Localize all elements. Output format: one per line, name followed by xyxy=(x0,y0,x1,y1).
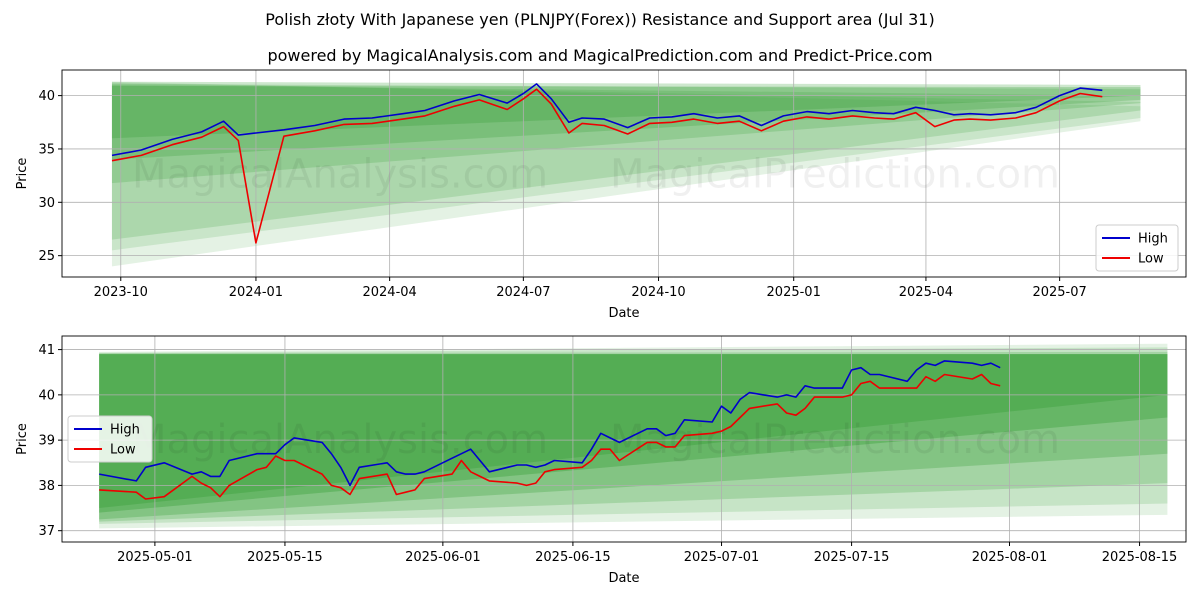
y-tick-label: 25 xyxy=(38,249,55,264)
legend-box xyxy=(1095,224,1179,272)
x-axis-label: Date xyxy=(608,571,639,586)
support-resistance-band xyxy=(111,82,1141,251)
y-tick-label: 37 xyxy=(38,524,55,539)
series-line-high xyxy=(99,360,1001,487)
watermark: MagicalPrediction.com xyxy=(610,152,1060,198)
x-tick-label: 2025-05-01 xyxy=(117,550,193,565)
legend-label-high: High xyxy=(1138,232,1168,247)
x-tick-label: 2025-01 xyxy=(767,285,821,300)
x-tick-label: 2024-10 xyxy=(631,285,685,300)
x-tick-label: 2025-06-15 xyxy=(535,550,611,565)
series-line-low xyxy=(99,373,1001,500)
y-tick-label: 41 xyxy=(38,343,55,358)
plot-frame xyxy=(61,335,1187,543)
support-resistance-band xyxy=(99,354,1168,509)
legend-label-high: High xyxy=(110,423,140,438)
support-resistance-band xyxy=(111,81,1141,267)
watermark: MagicalAnalysis.com xyxy=(132,417,548,463)
support-resistance-band xyxy=(99,351,1168,522)
y-tick-label: 38 xyxy=(38,479,55,494)
y-tick-label: 40 xyxy=(38,89,55,104)
x-tick-label: 2024-04 xyxy=(362,285,416,300)
plot-area: MagicalAnalysis.com MagicalPrediction.com xyxy=(62,70,1186,277)
x-tick-label: 2024-07 xyxy=(496,285,550,300)
legend-box xyxy=(67,415,153,463)
y-tick-label: 35 xyxy=(38,142,55,157)
watermark: MagicalPrediction.com xyxy=(610,417,1060,463)
support-resistance-band xyxy=(111,81,1141,160)
x-tick-label: 2025-05-15 xyxy=(247,550,323,565)
series-line-high xyxy=(111,83,1103,157)
legend: High Low xyxy=(67,415,153,463)
legend: High Low xyxy=(1095,224,1179,272)
x-tick-label: 2025-08-01 xyxy=(972,550,1048,565)
chart-title: Polish złoty With Japanese yen (PLNJPY(F… xyxy=(265,10,935,29)
x-tick-label: 2025-07-15 xyxy=(814,550,890,565)
chart-panel-1: MagicalAnalysis.com MagicalPrediction.com… xyxy=(15,69,1187,321)
legend-label-low: Low xyxy=(1138,252,1164,267)
x-tick-label: 2024-01 xyxy=(229,285,283,300)
y-axis-label: Price xyxy=(15,423,30,455)
series-line-low xyxy=(111,88,1103,244)
y-tick-label: 40 xyxy=(38,388,55,403)
x-tick-label: 2025-08-15 xyxy=(1102,550,1178,565)
support-resistance-band xyxy=(111,86,1141,139)
y-axis-label: Price xyxy=(15,158,30,190)
legend-label-low: Low xyxy=(110,443,136,458)
x-tick-label: 2025-04 xyxy=(899,285,953,300)
x-tick-label: 2025-06-01 xyxy=(405,550,481,565)
plot-frame xyxy=(61,69,1187,278)
x-tick-label: 2025-07-01 xyxy=(684,550,760,565)
chart-panel-2: MagicalAnalysis.com MagicalPrediction.com… xyxy=(15,335,1187,586)
x-axis-label: Date xyxy=(608,306,639,321)
x-tick-label: 2023-10 xyxy=(94,285,148,300)
chart-subtitle: powered by MagicalAnalysis.com and Magic… xyxy=(267,46,933,65)
y-tick-label: 30 xyxy=(38,196,55,211)
plot-area: MagicalAnalysis.com MagicalPrediction.com xyxy=(62,336,1186,542)
support-resistance-band xyxy=(99,354,1168,513)
x-tick-label: 2025-07 xyxy=(1032,285,1086,300)
y-tick-label: 39 xyxy=(38,434,55,449)
watermark: MagicalAnalysis.com xyxy=(132,152,548,198)
